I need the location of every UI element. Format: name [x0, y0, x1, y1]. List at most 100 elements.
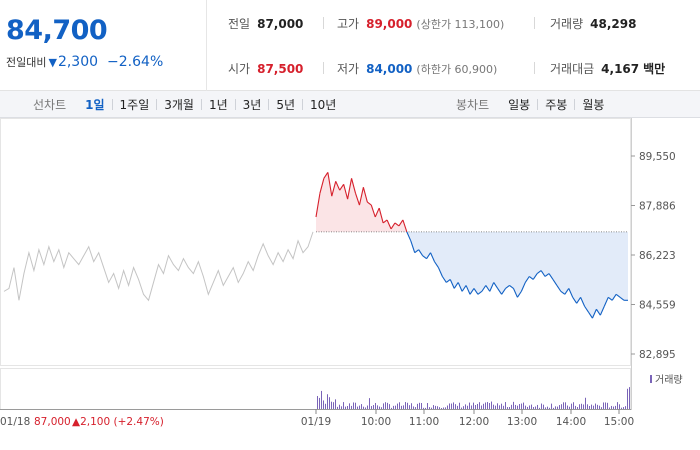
volume-bar: [407, 402, 408, 409]
today-price-segment: [378, 207, 384, 224]
today-price-segment: [489, 282, 495, 292]
tab-1-day[interactable]: 1일: [85, 98, 105, 112]
volume-bar: [347, 406, 348, 409]
volume-bar: [611, 405, 612, 409]
volume-frame: [0, 368, 631, 410]
today-price-segment: [374, 207, 380, 218]
tab-weekly-candle[interactable]: 주봉: [545, 98, 568, 112]
today-price-segment: [406, 231, 412, 242]
volume-bar: [559, 405, 560, 409]
volume-bar: [625, 406, 626, 409]
tab-daily-candle[interactable]: 일봉: [508, 98, 531, 112]
today-price-segment: [362, 187, 368, 203]
stat-label: 저가: [337, 62, 360, 76]
volume-bar: [543, 404, 544, 409]
volume-bar: [433, 405, 434, 409]
today-price-segment: [477, 290, 483, 295]
volume-bar: [533, 407, 534, 409]
today-price-segment: [572, 297, 578, 304]
divider: [537, 99, 539, 110]
volume-bar: [477, 403, 478, 409]
tab-10-years[interactable]: 10년: [310, 98, 337, 112]
tab-1-year[interactable]: 1년: [208, 98, 228, 112]
today-price-segment: [418, 249, 424, 256]
today-price-segment: [595, 308, 601, 316]
volume-bar: [321, 390, 322, 409]
volume-bar: [323, 400, 324, 409]
volume-bar: [367, 405, 368, 409]
today-price-segment: [422, 255, 427, 260]
volume-bar: [445, 407, 446, 409]
today-price-segment: [386, 219, 392, 230]
volume-bar: [565, 402, 566, 409]
today-price-segment: [315, 193, 321, 218]
volume-bar: [387, 402, 388, 409]
today-price-segment: [568, 288, 574, 298]
today-price-segment: [445, 279, 451, 283]
x-tick-label: 13:00: [507, 416, 537, 428]
volume-bar: [487, 402, 488, 409]
tab-3-years[interactable]: 3년: [242, 98, 262, 112]
volume-bar: [507, 407, 508, 409]
volume-bar: [539, 407, 540, 409]
volume-bar: [593, 405, 594, 409]
volume-bar: [363, 406, 364, 409]
lower-limit: (하한가 60,900): [416, 63, 498, 76]
tab-monthly-candle[interactable]: 월봉: [582, 98, 605, 112]
today-price-segment: [505, 284, 510, 289]
volume-bar: [443, 407, 444, 409]
stat-volume: 거래량 48,298: [550, 15, 636, 32]
today-price-segment: [485, 285, 491, 292]
volume-bar: [455, 404, 456, 409]
volume-bar: [607, 402, 608, 409]
volume-bar: [505, 402, 506, 409]
today-price-segment: [354, 193, 360, 206]
today-price-segment: [520, 282, 526, 292]
volume-bar: [391, 407, 392, 409]
volume-bar: [329, 397, 330, 409]
volume-bar: [529, 405, 530, 409]
prev-day-date-label: 01/18: [0, 416, 30, 428]
volume-bar: [337, 406, 338, 409]
price-chart-svg[interactable]: 89,550 87,886 86,223 84,559 82,895 01/19 10:0…: [0, 118, 700, 450]
today-price-segment: [398, 219, 404, 227]
tab-3-months[interactable]: 3개월: [164, 98, 194, 112]
volume-legend-label: 거래량: [655, 374, 683, 386]
volume-bar: [497, 403, 498, 409]
today-price-segment: [457, 282, 463, 292]
upper-limit: (상한가 113,100): [416, 18, 505, 31]
volume-bar: [469, 402, 470, 409]
volume-bar: [359, 405, 360, 409]
volume-bar: [483, 403, 484, 409]
y-tick-label: 87,886: [639, 201, 676, 213]
volume-bar: [345, 406, 346, 409]
tab-1-week[interactable]: 1주일: [119, 98, 150, 112]
volume-bar: [615, 405, 616, 409]
today-price-segment: [509, 284, 514, 289]
change-amount: 2,300: [57, 54, 99, 70]
today-price-segment: [453, 282, 459, 289]
volume-bar: [449, 403, 450, 409]
volume-bar: [397, 403, 398, 409]
today-price-segment: [603, 297, 609, 307]
volume-bar: [325, 403, 326, 409]
volume-bar: [457, 405, 458, 409]
x-tick-label: 15:00: [604, 416, 634, 428]
divider: [200, 99, 202, 110]
today-price-segment: [335, 181, 341, 191]
price-chart[interactable]: 89,550 87,886 86,223 84,559 82,895 01/19 10:0…: [0, 118, 700, 450]
today-price-segment: [481, 285, 487, 292]
volume-bar: [357, 406, 358, 409]
today-price-segment: [370, 204, 376, 218]
tab-5-years[interactable]: 5년: [276, 98, 296, 112]
stat-label: 전일: [228, 17, 251, 31]
today-price-segment: [607, 296, 613, 301]
divider: [302, 99, 304, 110]
volume-bar: [465, 404, 466, 409]
volume-bar: [411, 403, 412, 409]
down-arrow-icon: ▼: [48, 55, 57, 69]
volume-bar: [493, 404, 494, 409]
volume-bar: [339, 404, 340, 409]
volume-bar: [401, 405, 402, 409]
volume-bar: [599, 405, 600, 409]
